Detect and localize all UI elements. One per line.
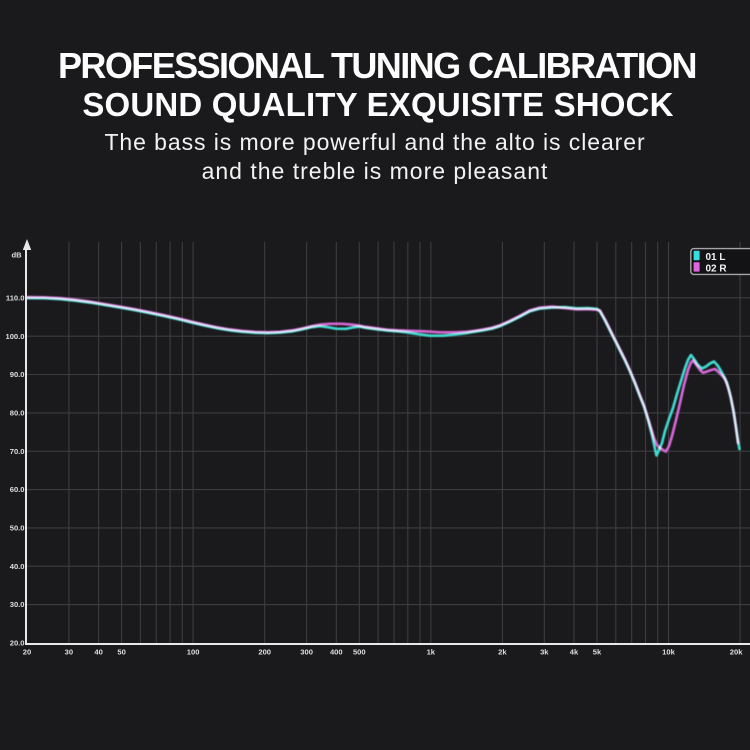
svg-text:01 L: 01 L: [706, 252, 726, 263]
svg-text:100: 100: [187, 648, 200, 657]
svg-text:10k: 10k: [662, 648, 675, 657]
svg-text:80.0: 80.0: [10, 409, 25, 418]
svg-text:2k: 2k: [498, 648, 507, 657]
svg-text:70.0: 70.0: [10, 447, 25, 456]
svg-text:50: 50: [117, 648, 125, 657]
svg-text:02 R: 02 R: [706, 263, 728, 274]
svg-text:30: 30: [65, 648, 73, 657]
svg-text:5k: 5k: [593, 648, 602, 657]
svg-text:400: 400: [330, 648, 343, 657]
svg-text:20.0: 20.0: [10, 639, 25, 648]
svg-text:40.0: 40.0: [10, 562, 25, 571]
svg-text:500: 500: [353, 648, 366, 657]
svg-text:60.0: 60.0: [10, 485, 25, 494]
svg-text:50.0: 50.0: [10, 524, 25, 533]
svg-text:90.0: 90.0: [10, 370, 25, 379]
svg-text:30.0: 30.0: [10, 600, 25, 609]
svg-text:dB: dB: [12, 251, 23, 260]
svg-text:1k: 1k: [427, 648, 436, 657]
svg-text:200: 200: [258, 648, 271, 657]
svg-text:110.0: 110.0: [6, 293, 25, 302]
svg-text:20: 20: [23, 648, 31, 657]
svg-text:300: 300: [300, 648, 313, 657]
svg-text:20k: 20k: [730, 648, 743, 657]
svg-text:3k: 3k: [540, 648, 549, 657]
svg-text:40: 40: [94, 648, 102, 657]
svg-text:4k: 4k: [570, 648, 579, 657]
svg-text:100.0: 100.0: [5, 332, 24, 341]
